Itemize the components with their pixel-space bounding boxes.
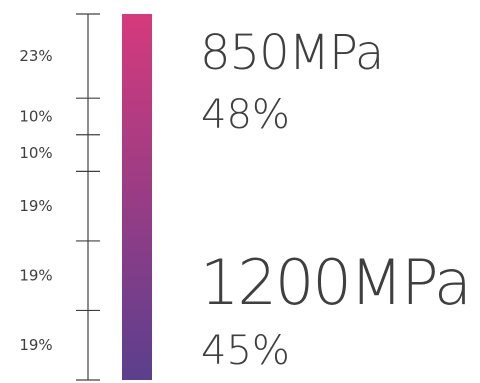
segment-label-1: 10% <box>19 107 52 125</box>
segment-label-3: 19% <box>19 197 52 215</box>
callout-850-percent: 48% <box>201 92 290 138</box>
segment-label-2: 10% <box>19 144 52 162</box>
gradient-bar <box>122 14 152 380</box>
segment-label-4: 19% <box>19 267 52 285</box>
callout-1200-percent: 45% <box>201 328 290 374</box>
callout-1200-value: 1200MPa <box>200 246 472 319</box>
scale-axis <box>76 13 100 381</box>
callout-850-value: 850MPa <box>200 25 384 81</box>
segment-label-5: 19% <box>19 336 52 354</box>
segment-label-0: 23% <box>19 47 52 65</box>
segment-labels: 23% 10% 10% 19% 19% 19% <box>19 47 52 354</box>
